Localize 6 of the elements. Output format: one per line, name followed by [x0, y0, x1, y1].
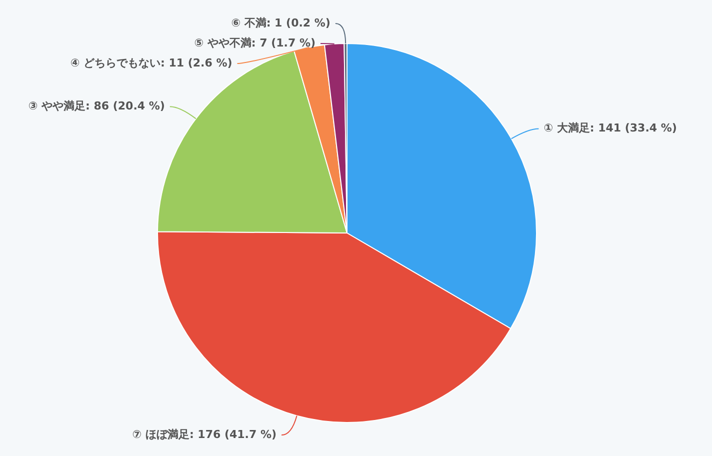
- slice-label: ⑦ ほぼ満足: 176 (41.7 %): [132, 428, 277, 441]
- slice-label: ③ やや満足: 86 (20.4 %): [28, 99, 165, 112]
- slice-label: ④ どちらでもない: 11 (2.6 %): [70, 56, 232, 70]
- slice-label: ⑥ 不満: 1 (0.2 %): [231, 16, 330, 30]
- slice-label: ⑤ やや不満: 7 (1.7 %): [194, 36, 316, 50]
- slice-label: ① 大満足: 141 (33.4 %): [544, 122, 677, 135]
